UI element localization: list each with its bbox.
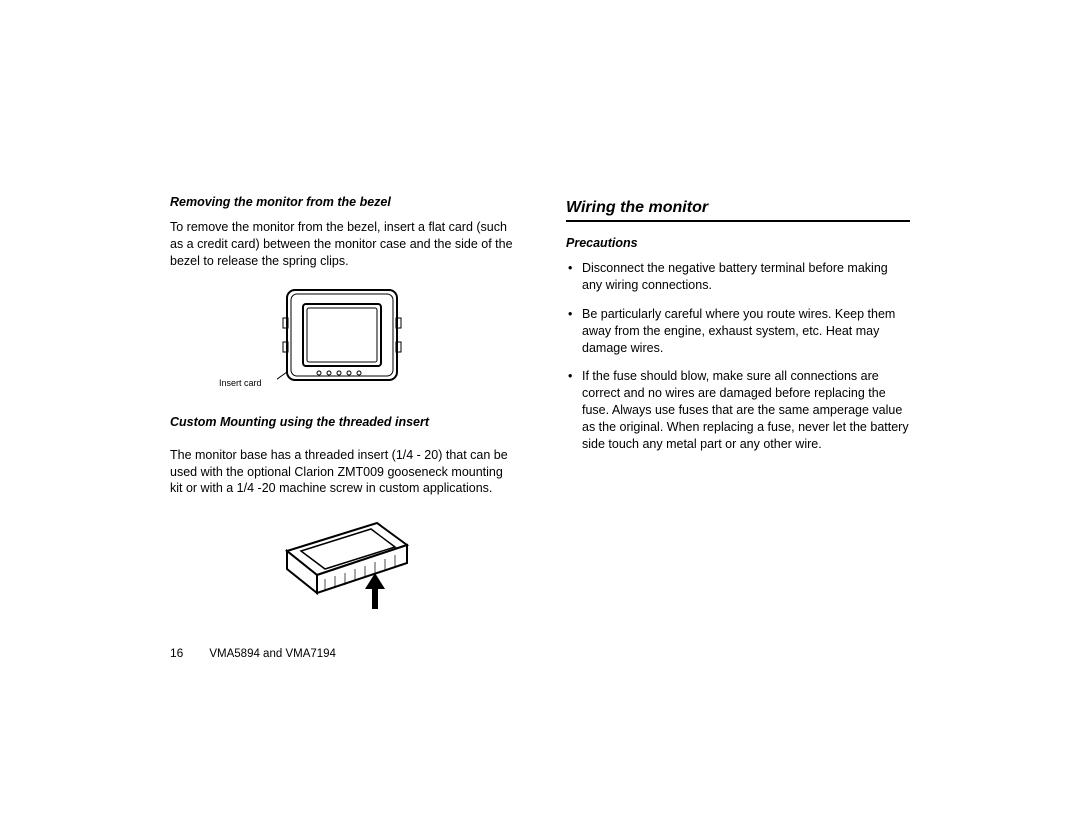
figure-base: [170, 511, 514, 626]
figure-bezel-label: Insert card: [219, 378, 262, 388]
page-footer: 16 VMA5894 and VMA7194: [170, 646, 336, 660]
precaution-item: Disconnect the negative battery terminal…: [566, 260, 910, 294]
bezel-illustration: [277, 284, 407, 392]
precaution-item: Be particularly careful where you route …: [566, 306, 910, 357]
precaution-item: If the fuse should blow, make sure all c…: [566, 368, 910, 452]
left-column: Removing the monitor from the bezel To r…: [170, 195, 514, 644]
subheading-precautions: Precautions: [566, 236, 910, 250]
footer-reference: VMA5894 and VMA7194: [209, 648, 336, 660]
manual-page: Removing the monitor from the bezel To r…: [0, 0, 1080, 834]
base-illustration: [257, 511, 427, 621]
subheading-custom-mount: Custom Mounting using the threaded inser…: [170, 415, 514, 429]
section-title-wiring: Wiring the monitor: [566, 199, 910, 222]
paragraph-custom-mount: The monitor base has a threaded insert (…: [170, 447, 514, 498]
paragraph-remove-bezel: To remove the monitor from the bezel, in…: [170, 219, 514, 270]
right-column: Wiring the monitor Precautions Disconnec…: [566, 195, 910, 644]
subheading-remove-bezel: Removing the monitor from the bezel: [170, 195, 514, 209]
two-column-layout: Removing the monitor from the bezel To r…: [170, 195, 910, 644]
page-number: 16: [170, 646, 183, 660]
figure-bezel: Insert card: [170, 284, 514, 397]
precautions-list: Disconnect the negative battery terminal…: [566, 260, 910, 453]
